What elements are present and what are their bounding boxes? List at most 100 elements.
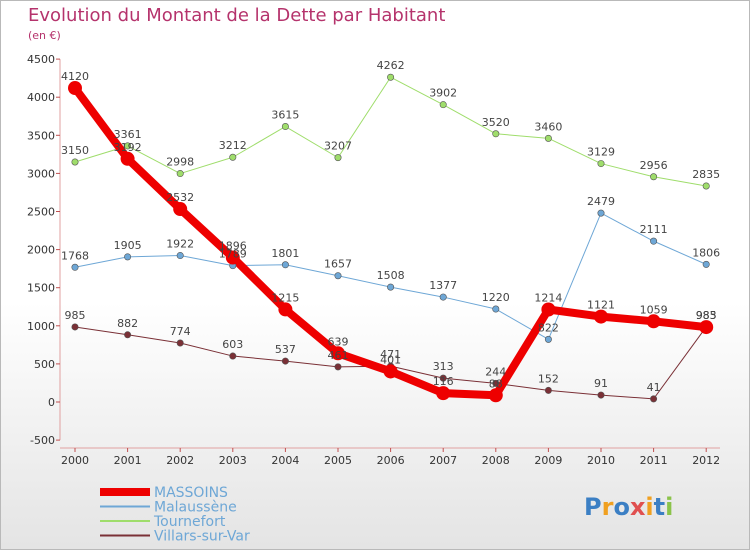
y-tick-label: 500 [34,358,55,371]
x-tick-label: 2006 [377,454,405,467]
x-tick-label: 2001 [114,454,142,467]
data-point [594,309,608,324]
x-tick-label: 2009 [534,454,562,467]
data-label: 3615 [271,109,299,122]
data-label: 3192 [114,141,142,154]
data-point [544,386,552,394]
proxiti-logo: Proxiti [584,493,673,521]
y-tick-label: 1500 [27,282,55,295]
data-point [281,261,289,269]
data-point [124,253,132,261]
y-tick-label: 4500 [27,53,55,66]
data-label: 1789 [219,248,247,261]
data-label: 3361 [114,128,142,141]
data-point [120,151,135,166]
data-label: 2532 [166,191,194,204]
data-label: 401 [380,353,401,366]
data-point [124,331,132,339]
data-point [541,302,556,317]
data-point [650,395,658,403]
data-point [387,73,395,81]
data-label: 4120 [61,70,89,83]
data-point [387,283,395,291]
data-point [176,252,184,260]
chart-title: Evolution du Montant de la Dette par Hab… [28,5,446,26]
data-label: 3129 [587,146,615,159]
data-label: 1377 [429,279,457,292]
x-tick-label: 2004 [271,454,299,467]
data-label: 91 [594,377,608,390]
data-point [229,352,237,360]
data-point [281,123,289,131]
data-label: 1905 [114,239,142,252]
data-label: 1059 [640,303,668,316]
data-point [383,364,398,379]
data-label: 537 [275,343,296,356]
data-point [544,134,552,142]
y-tick-label: 2500 [27,206,55,219]
data-label: 88 [489,377,503,390]
data-label: 1768 [61,249,89,262]
legend-label: Malaussène [154,500,237,516]
data-label: 983 [696,309,717,322]
data-label: 3207 [324,140,352,153]
data-label: 3212 [219,139,247,152]
data-label: 1121 [587,299,615,312]
x-tick-label: 2002 [166,454,194,467]
data-label: 2835 [692,168,720,181]
data-label: 3520 [482,116,510,129]
data-label: 3150 [61,144,89,157]
x-tick-label: 2003 [219,454,247,467]
data-label: 1806 [692,246,720,259]
data-label: 461 [328,349,349,362]
y-tick-label: 1000 [27,320,55,333]
data-point [334,154,342,162]
data-point [650,237,658,245]
data-label: 2956 [640,159,668,172]
data-label: 1657 [324,258,352,271]
data-label: 1508 [377,269,405,282]
data-point [650,173,658,181]
data-point [488,388,503,403]
data-point [334,363,342,371]
data-point [71,323,79,331]
data-label: 822 [538,321,559,334]
data-label: 471 [380,348,401,361]
data-point [492,305,500,313]
data-point [334,272,342,280]
data-point [278,302,293,317]
series-line [74,76,707,187]
x-tick-label: 2012 [692,454,720,467]
data-point [71,158,79,166]
x-tick-label: 2008 [482,454,510,467]
x-tick-label: 2007 [429,454,457,467]
data-label: 1922 [166,238,194,251]
data-point [331,346,345,361]
data-point [597,160,605,168]
x-tick-label: 2010 [587,454,615,467]
data-label: 985 [696,309,717,322]
data-point [597,391,605,399]
data-point [225,250,240,265]
data-label: 2111 [640,223,668,236]
data-label: 1896 [219,240,247,253]
x-tick-label: 2011 [640,454,668,467]
data-point [544,335,552,343]
data-point [439,293,447,301]
legend-label: Tournefort [153,514,226,530]
data-point [436,386,451,401]
data-point [492,130,500,138]
x-tick-label: 2005 [324,454,352,467]
data-label: 1215 [271,291,299,304]
legend-label: Villars-sur-Var [154,529,250,545]
y-tick-label: 2000 [27,244,55,257]
data-point [176,170,184,178]
data-point [176,339,184,347]
legend-label: MASSOINS [154,485,228,501]
x-tick-label: 2000 [61,454,89,467]
data-label: 41 [647,381,661,394]
y-tick-label: -500 [30,434,55,447]
data-label: 985 [65,309,86,322]
data-label: 313 [433,360,454,373]
